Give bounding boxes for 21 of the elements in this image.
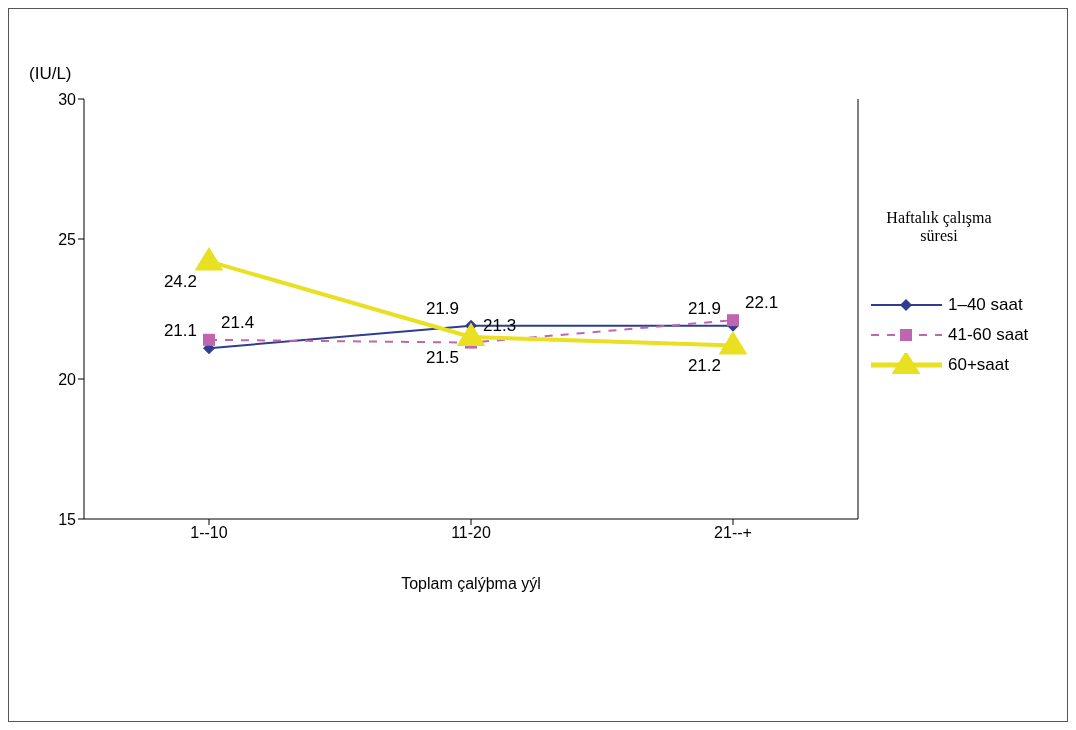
- data-label: 21.9: [425, 298, 459, 318]
- data-label: 21.9: [687, 298, 721, 318]
- y-tick-label: 20: [58, 370, 77, 388]
- y-tick-label: 15: [58, 510, 77, 528]
- legend-label: 41-60 saat: [948, 325, 1029, 345]
- x-tick-label: 21--+: [714, 524, 752, 542]
- y-axis-title: (IU/L): [29, 64, 72, 83]
- data-label: 24.2: [163, 272, 197, 292]
- data-label: 21.1: [163, 321, 197, 341]
- y-tick-label: 25: [58, 230, 77, 248]
- y-tick-label: 30: [58, 90, 77, 108]
- data-label: 21.5: [425, 348, 459, 367]
- data-label: 22.1: [745, 293, 779, 313]
- legend-label: 1–40 saat: [948, 295, 1023, 315]
- x-tick-label: 11-20: [451, 524, 491, 542]
- x-tick-label: 1--10: [190, 524, 228, 542]
- legend-label: 60+saat: [948, 355, 1009, 375]
- x-axis-title: Toplam çalýþma yýl: [401, 575, 541, 592]
- data-label: 21.4: [221, 312, 255, 332]
- legend-title: Haftalık çalışma süresi: [885, 209, 993, 245]
- data-label: 21.2: [687, 356, 721, 376]
